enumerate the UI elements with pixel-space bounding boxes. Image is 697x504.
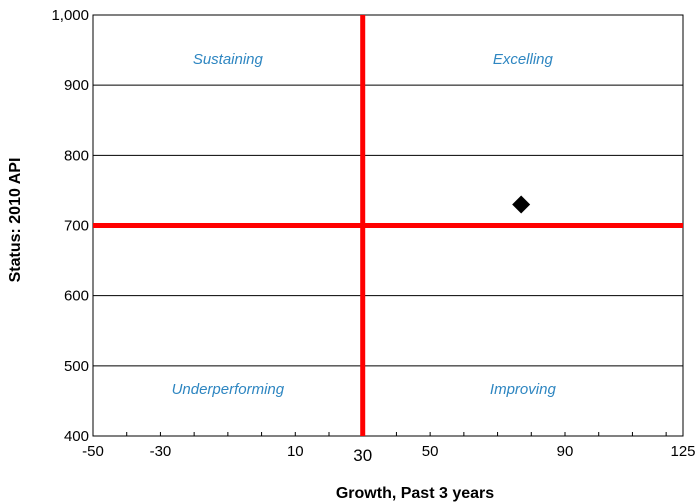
- y-tick-label-600: 600: [64, 288, 89, 305]
- quadrant-label-sustaining: Sustaining: [193, 51, 264, 68]
- x-tick-labels: -50 -30 10 50 90 125: [82, 443, 695, 460]
- quadrant-label-improving: Improving: [490, 381, 557, 398]
- y-tick-label-700: 700: [64, 218, 89, 235]
- y-tick-labels: 400 500 600 700 800 900 1,000: [51, 7, 89, 445]
- x-axis-ticks: [126, 432, 667, 436]
- x-tick-label--30: -30: [150, 443, 172, 460]
- y-tick-label-1000: 1,000: [51, 7, 89, 24]
- data-points: [512, 195, 531, 214]
- reference-line-x-label: 30: [353, 446, 372, 465]
- y-tick-label-800: 800: [64, 147, 89, 164]
- x-axis-title: Growth, Past 3 years: [336, 485, 494, 502]
- x-tick-label-50: 50: [422, 443, 439, 460]
- quadrant-label-underperforming: Underperforming: [172, 381, 285, 398]
- y-axis-title: Status: 2010 API: [7, 158, 24, 283]
- quadrant-label-excelling: Excelling: [493, 51, 554, 68]
- y-tick-label-900: 900: [64, 77, 89, 94]
- y-tick-label-400: 400: [64, 428, 89, 445]
- x-tick-label-90: 90: [557, 443, 574, 460]
- x-tick-label--50: -50: [82, 443, 104, 460]
- y-tick-label-500: 500: [64, 358, 89, 375]
- x-tick-label-125: 125: [670, 443, 695, 460]
- data-point-diamond: [512, 195, 531, 214]
- x-tick-label-10: 10: [287, 443, 304, 460]
